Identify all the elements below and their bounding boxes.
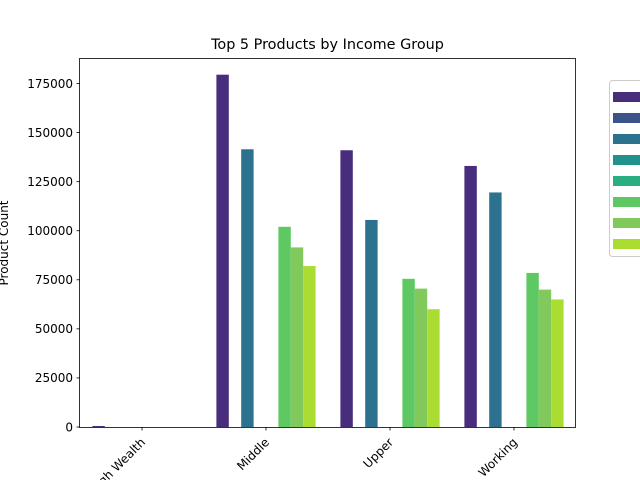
y-tick-label: 175000 [27,77,73,91]
y-tick-label: 125000 [27,175,73,189]
legend-swatch [613,155,640,165]
y-tick-label: 75000 [35,273,73,287]
chart-title: Top 5 Products by Income Group [210,37,444,53]
x-axis: High Wealth Middle Upper Working [87,427,520,480]
bar [340,150,353,427]
y-tick-label: 0 [65,420,73,434]
bar [290,247,304,427]
bar [402,278,415,427]
y-axis: 0 25000 50000 75000 100000 125000 150000 175000 [27,77,80,434]
bar [414,288,428,428]
bar [216,74,229,428]
y-axis-label: Product Count [0,200,11,285]
bar [526,272,539,427]
plot-frame [79,58,576,428]
bar [365,219,378,427]
legend [609,80,640,257]
x-tick-label: High Wealth [87,435,148,480]
y-tick-label: 100000 [27,224,73,238]
legend-swatch [613,218,640,228]
x-tick-label: Working [476,435,521,480]
bar [92,426,105,427]
bar [303,266,316,427]
y-tick-label: 25000 [35,371,73,385]
bar [489,192,502,427]
legend-swatch [613,239,640,249]
bar [538,289,552,427]
bar [241,149,254,427]
legend-swatch [613,113,640,123]
x-tick-label: Middle [234,435,272,473]
y-tick-label: 50000 [35,322,73,336]
x-tick-label: Upper [361,435,397,471]
bar [464,165,477,427]
legend-swatch [613,176,640,186]
legend-swatch [613,134,640,144]
y-tick-label: 150000 [27,126,73,140]
legend-frame [609,80,640,257]
legend-swatch [613,197,640,207]
legend-swatch [613,92,640,102]
bar [427,309,440,427]
bar [278,226,291,427]
bar [551,299,564,427]
bars-layer [92,74,564,428]
